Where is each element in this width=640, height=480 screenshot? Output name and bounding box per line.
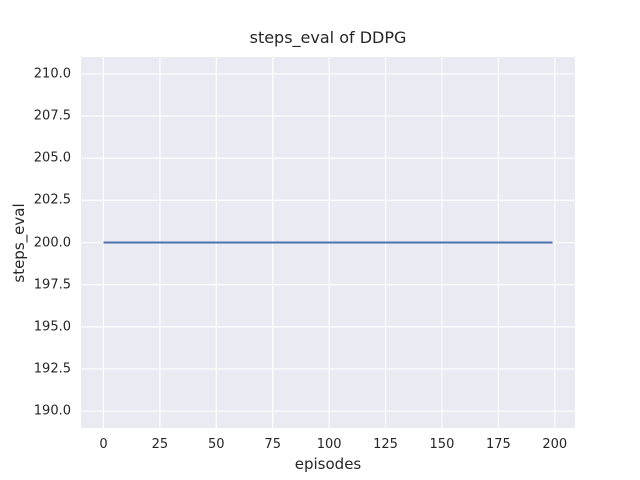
x-tick-label: 25 <box>151 437 169 452</box>
x-tick-label: 200 <box>542 437 568 452</box>
y-tick-label: 210.0 <box>33 66 71 82</box>
x-tick-label: 150 <box>429 437 455 452</box>
y-tick-label: 202.5 <box>33 192 71 208</box>
plot-area <box>81 57 575 428</box>
x-tick-label: 0 <box>99 437 108 452</box>
x-tick-label: 175 <box>485 437 511 452</box>
x-tick-label: 100 <box>316 437 342 452</box>
y-tick-label: 205.0 <box>33 150 71 166</box>
x-tick-label: 50 <box>208 437 225 452</box>
y-tick-label: 197.5 <box>33 277 71 293</box>
x-tick-label: 125 <box>373 437 398 452</box>
chart-title: steps_eval of DDPG <box>249 28 407 47</box>
line-plot-canvas <box>81 57 575 428</box>
y-tick-label: 200.0 <box>33 235 71 250</box>
x-tick-label: 75 <box>264 437 281 452</box>
x-axis-label: episodes <box>294 455 362 473</box>
y-tick-label: 190.0 <box>33 403 71 419</box>
y-tick-label: 192.5 <box>33 361 71 377</box>
y-tick-label: 207.5 <box>33 108 71 124</box>
y-tick-label: 195.0 <box>33 319 71 335</box>
y-axis-label: steps_eval <box>10 203 28 283</box>
